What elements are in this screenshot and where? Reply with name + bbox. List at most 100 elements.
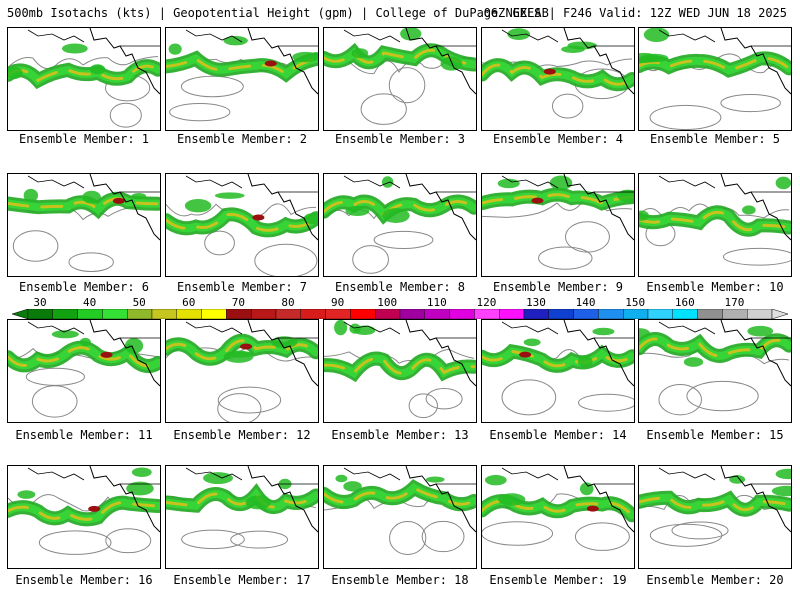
scale-swatch bbox=[275, 309, 301, 319]
ensemble-member-map bbox=[165, 173, 319, 277]
isotach-map bbox=[324, 320, 476, 419]
member-caption: Ensemble Member: 17 bbox=[173, 573, 311, 587]
member-caption: Ensemble Member: 13 bbox=[331, 428, 469, 442]
ensemble-member-map bbox=[7, 27, 161, 131]
ensemble-member-map bbox=[323, 319, 477, 423]
scale-swatch bbox=[647, 309, 673, 319]
isotach-map bbox=[482, 466, 634, 551]
ensemble-member-map bbox=[165, 27, 319, 131]
scale-swatch bbox=[151, 309, 177, 319]
ensemble-member-map bbox=[481, 27, 635, 131]
member-caption: Ensemble Member: 15 bbox=[646, 428, 784, 442]
member-caption: Ensemble Member: 2 bbox=[176, 132, 308, 146]
member-caption: Ensemble Member: 6 bbox=[18, 280, 150, 294]
scale-swatch bbox=[499, 309, 525, 319]
ensemble-member-map bbox=[7, 319, 161, 423]
scale-swatch bbox=[573, 309, 599, 319]
scale-swatch bbox=[598, 309, 624, 319]
ensemble-member-map bbox=[638, 465, 792, 569]
isotach-color-scale: 30 40 50 60 70 80 90 100 110 120 130 140 150 160 170 bbox=[12, 296, 788, 320]
scale-swatch bbox=[77, 309, 103, 319]
member-caption: Ensemble Member: 1 bbox=[18, 132, 150, 146]
isotach-map bbox=[8, 174, 160, 272]
scale-tick-label: 50 bbox=[132, 296, 146, 309]
isotach-map bbox=[482, 174, 634, 270]
isotach-map bbox=[166, 174, 318, 276]
isotach-map bbox=[166, 28, 318, 122]
isotach-map bbox=[482, 28, 634, 119]
scale-tick-label: 90 bbox=[330, 296, 345, 309]
ensemble-member-map bbox=[638, 27, 792, 131]
isotach-map bbox=[166, 320, 318, 422]
scale-tick-label: 30 bbox=[33, 296, 47, 309]
member-caption: Ensemble Member: 16 bbox=[15, 573, 153, 587]
ensemble-member-map bbox=[323, 173, 477, 277]
scale-tick-label: 130 bbox=[526, 296, 546, 309]
scale-swatch bbox=[424, 309, 450, 319]
scale-swatch bbox=[399, 309, 425, 319]
map-header: 500mb Isotachs (kts) | Geopotential Heig… bbox=[7, 6, 793, 20]
member-caption: Ensemble Member: 11 bbox=[15, 428, 153, 442]
scale-swatch bbox=[126, 309, 153, 319]
scale-left-arrow bbox=[12, 309, 29, 319]
scale-tick-label: 170 bbox=[724, 296, 745, 309]
scale-swatch bbox=[52, 309, 78, 319]
ensemble-member-map bbox=[7, 465, 161, 569]
scale-swatch bbox=[350, 309, 376, 319]
scale-tick-label: 100 bbox=[377, 296, 398, 309]
member-caption: Ensemble Member: 3 bbox=[334, 132, 466, 146]
scale-tick-label: 40 bbox=[82, 296, 97, 309]
isotach-map bbox=[8, 28, 160, 128]
member-caption: Ensemble Member: 14 bbox=[489, 428, 627, 442]
member-caption: Ensemble Member: 7 bbox=[176, 280, 308, 294]
ensemble-member-map bbox=[638, 173, 792, 277]
scale-swatch bbox=[250, 309, 277, 319]
member-caption: Ensemble Member: 10 bbox=[646, 280, 784, 294]
ensemble-member-map bbox=[165, 465, 319, 569]
isotach-map bbox=[639, 320, 791, 416]
scale-swatch bbox=[201, 309, 227, 319]
scale-swatch bbox=[672, 309, 698, 319]
scale-swatch bbox=[300, 309, 326, 319]
scale-swatch bbox=[523, 309, 549, 319]
scale-tick-label: 110 bbox=[426, 296, 447, 309]
ensemble-member-map bbox=[481, 173, 635, 277]
scale-tick-label: 80 bbox=[281, 296, 295, 309]
scale-swatch bbox=[722, 309, 748, 319]
color-scale-bar bbox=[12, 309, 788, 319]
isotach-map bbox=[639, 28, 791, 130]
member-caption: Ensemble Member: 19 bbox=[489, 573, 627, 587]
ensemble-member-map bbox=[481, 465, 635, 569]
member-caption: Ensemble Member: 4 bbox=[492, 132, 624, 146]
scale-right-arrow bbox=[771, 309, 788, 319]
isotach-map bbox=[166, 466, 318, 550]
scale-tick-label: 160 bbox=[674, 296, 695, 309]
isotach-map bbox=[8, 320, 160, 418]
ensemble-member-map bbox=[323, 27, 477, 131]
scale-swatch bbox=[747, 309, 773, 319]
scale-tick-label: 140 bbox=[575, 296, 596, 309]
isotach-map bbox=[639, 466, 791, 547]
member-caption: Ensemble Member: 20 bbox=[646, 573, 784, 587]
member-caption: Ensemble Member: 9 bbox=[492, 280, 624, 294]
scale-swatch bbox=[449, 309, 475, 319]
isotach-map bbox=[324, 174, 476, 274]
ensemble-member-map bbox=[638, 319, 792, 423]
scale-swatch bbox=[375, 309, 401, 319]
scale-tick-label: 150 bbox=[625, 296, 646, 309]
isotach-map bbox=[324, 28, 476, 125]
scale-swatch bbox=[548, 309, 574, 319]
member-caption: Ensemble Member: 8 bbox=[334, 280, 466, 294]
ensemble-member-map bbox=[481, 319, 635, 423]
scale-swatch bbox=[226, 309, 252, 319]
ensemble-member-map bbox=[323, 465, 477, 569]
scale-swatch bbox=[325, 309, 351, 319]
scale-tick-label: 120 bbox=[476, 296, 497, 309]
ensemble-member-map bbox=[165, 319, 319, 423]
scale-swatch bbox=[623, 309, 649, 319]
isotach-map bbox=[324, 466, 476, 555]
member-caption: Ensemble Member: 12 bbox=[173, 428, 311, 442]
member-caption: Ensemble Member: 5 bbox=[649, 132, 781, 146]
run-valid-time: 06Z GEFS | F246 Valid: 12Z WED JUN 18 20… bbox=[483, 6, 787, 20]
ensemble-member-map bbox=[7, 173, 161, 277]
